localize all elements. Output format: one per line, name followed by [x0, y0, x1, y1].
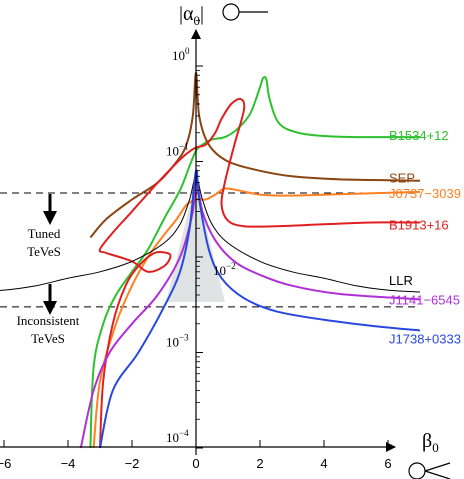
series-line-j1141-6545	[79, 175, 421, 449]
inconsistent-label-line1: Inconsistent	[17, 313, 80, 328]
x-tick-label: −4	[61, 456, 76, 471]
x-tick-label: 0	[192, 456, 199, 471]
y-tick-label: 10−4	[166, 428, 189, 445]
x-tick-label: 6	[384, 456, 391, 471]
series-line-b1534-12	[89, 75, 420, 449]
y-tick-label: 100	[172, 46, 190, 63]
x-tick-label: −6	[0, 456, 11, 471]
y-axis-title: |α0|	[179, 3, 204, 28]
tuned-label-line2: TeVeS	[27, 244, 61, 259]
y-ticks: 100 10−1 10−2 10−3 10−4	[166, 20, 236, 449]
series-label-j1141-6545: J1141−6545	[389, 292, 460, 307]
series-label-b1913-16: B1913+16	[389, 217, 449, 232]
x-axis-title: β0	[422, 430, 439, 455]
y-tick-label: 10−1	[166, 142, 189, 159]
inconsistent-label-line2: TeVeS	[31, 331, 65, 346]
y-tick-label: 10−2	[213, 261, 236, 278]
series-label-j0737-3039: J0737−3039	[389, 186, 461, 201]
series-label-sep: SEP	[389, 171, 415, 186]
series-label-b1534-12: B1534+12	[389, 128, 449, 143]
y-tick-label: 10−3	[166, 333, 189, 350]
series-line-b1913-16	[98, 97, 421, 449]
x-tick-label: −2	[125, 456, 140, 471]
series-line-j1738-0333	[99, 169, 421, 449]
series-label-llr: LLR	[389, 273, 413, 288]
x-ticks: −6 −4 −2 0 2 4 6	[0, 440, 392, 471]
x-tick-label: 4	[320, 456, 327, 471]
series-label-j1738-0333: J1738+0333	[389, 331, 461, 346]
circle-fork-icon	[408, 462, 451, 479]
tuned-label-line1: Tuned	[28, 226, 61, 241]
x-tick-label: 2	[256, 456, 263, 471]
series-line-sep	[89, 71, 421, 239]
circle-line-icon	[222, 3, 268, 21]
